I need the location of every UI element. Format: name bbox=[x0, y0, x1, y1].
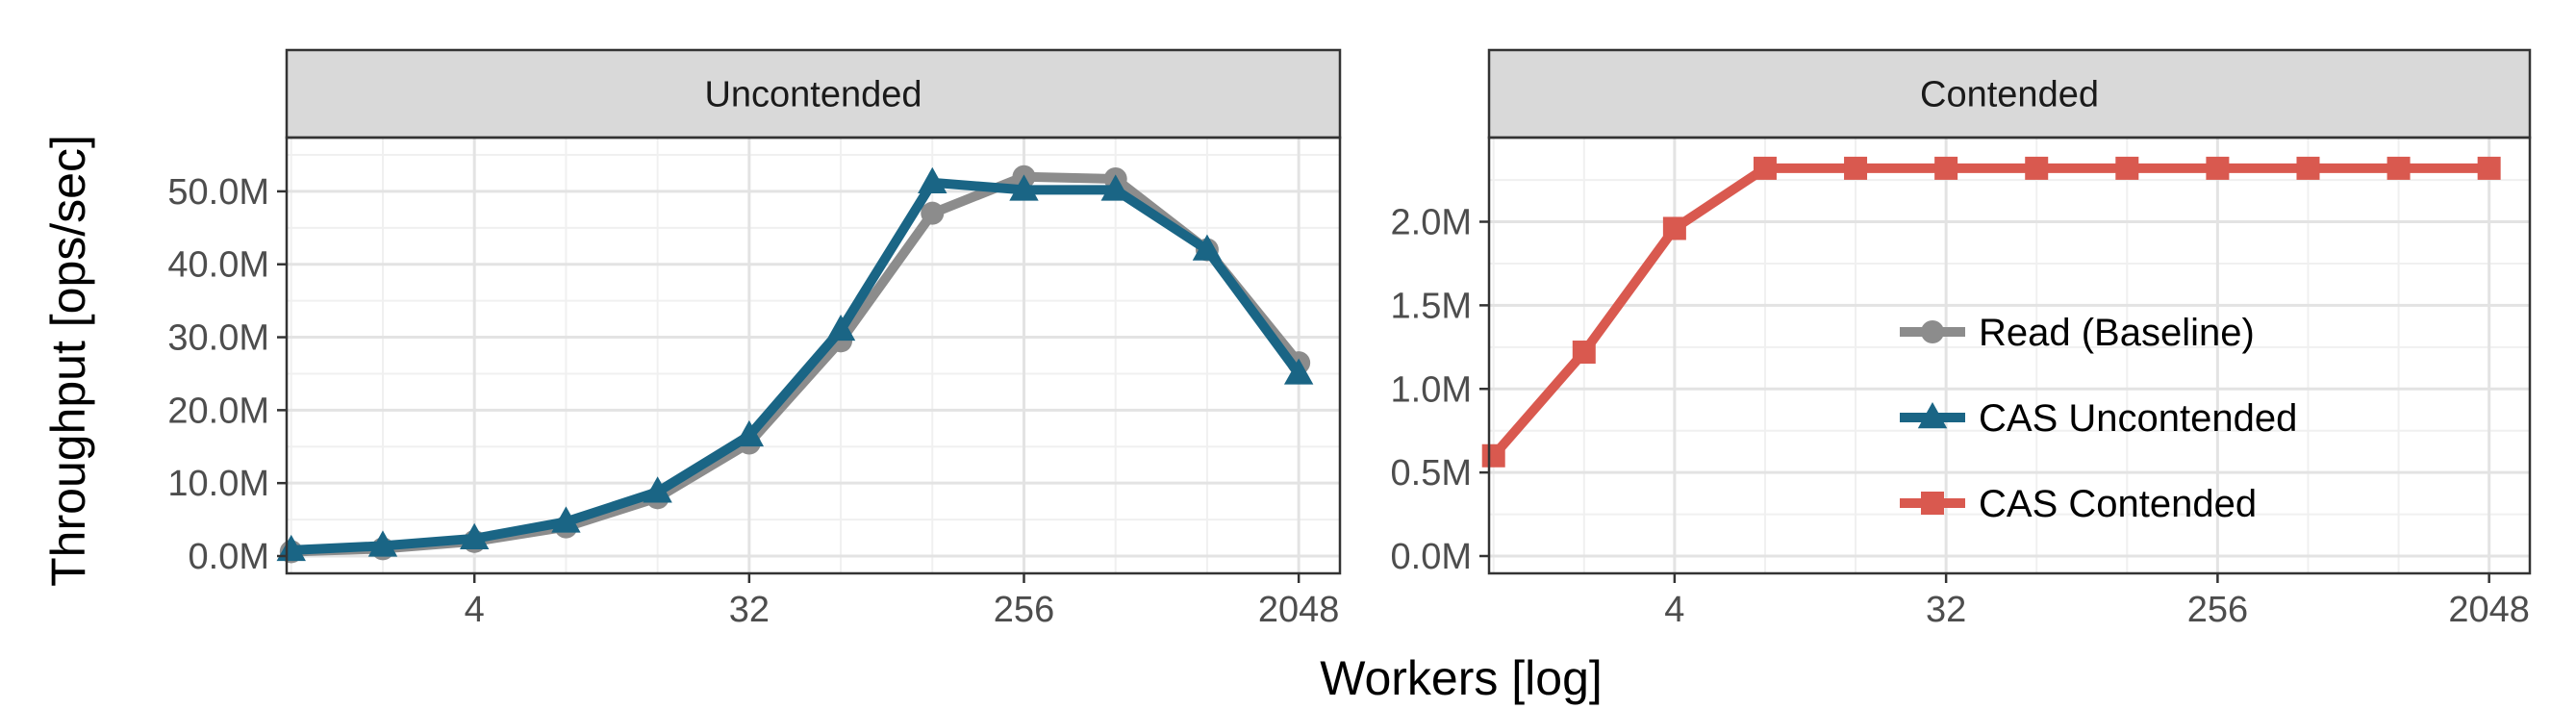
data-point bbox=[1844, 156, 1868, 180]
panel-uncontended: Uncontended 0.0M 10.0M 20.0M 30.0M 40.0M 50.0M… bbox=[167, 48, 1342, 630]
x-tick-label: 32 bbox=[729, 590, 770, 630]
y-tick-label: 20.0M bbox=[167, 391, 269, 431]
data-point bbox=[1934, 156, 1958, 180]
data-point bbox=[1192, 234, 1223, 261]
data-point bbox=[2296, 156, 2320, 180]
legend-key-marker bbox=[1917, 402, 1948, 429]
data-point bbox=[367, 530, 398, 557]
legend-label: CAS Uncontended bbox=[1979, 397, 2297, 440]
data-point bbox=[643, 476, 672, 503]
data-point bbox=[2025, 156, 2049, 180]
y-tick-label: 40.0M bbox=[167, 245, 269, 286]
legend: Read (Baseline) CAS Uncontended CAS Conten… bbox=[1900, 312, 2297, 525]
y-tick-label: 50.0M bbox=[167, 172, 269, 213]
x-tick-label: 256 bbox=[994, 590, 1054, 630]
data-point bbox=[2387, 156, 2411, 180]
y-tick-label: 0.0M bbox=[1391, 537, 1472, 577]
data-point bbox=[1009, 174, 1039, 201]
legend-label: CAS Contended bbox=[1979, 483, 2257, 525]
facet-title: Contended bbox=[1920, 75, 2099, 115]
plot-background bbox=[1489, 138, 2530, 573]
y-tick-label: 1.5M bbox=[1391, 286, 1472, 326]
y-tick-label: 0.0M bbox=[189, 537, 269, 577]
data-point bbox=[1283, 358, 1314, 385]
data-point bbox=[459, 522, 490, 550]
y-tick-label: 2.0M bbox=[1391, 203, 1472, 243]
plot-border bbox=[285, 136, 1342, 575]
data-point bbox=[2115, 156, 2139, 180]
data-point bbox=[1753, 156, 1777, 180]
x-tick-label: 32 bbox=[1926, 590, 1966, 630]
facet-title: Uncontended bbox=[704, 75, 922, 115]
plot-border bbox=[1487, 136, 2532, 575]
x-tick-label: 2048 bbox=[2448, 590, 2530, 630]
data-point bbox=[276, 534, 306, 562]
x-tick-label: 256 bbox=[2187, 590, 2248, 630]
facet-strip bbox=[1487, 48, 2532, 139]
y-tick-label: 1.0M bbox=[1391, 369, 1472, 410]
x-tick-label: 4 bbox=[465, 590, 485, 630]
data-point bbox=[2477, 156, 2501, 180]
legend-label: Read (Baseline) bbox=[1979, 312, 2255, 354]
data-point bbox=[2206, 156, 2230, 180]
series-line bbox=[286, 177, 1304, 555]
data-point bbox=[1100, 174, 1130, 201]
data-point bbox=[921, 201, 945, 225]
data-point bbox=[1481, 443, 1505, 468]
facet-strip bbox=[285, 48, 1342, 139]
panel-contended: Contended 0.0M 0.5M 1.0M 1.5M 2.0M 4 32 256 2048 bbox=[1391, 48, 2532, 630]
data-point bbox=[918, 166, 947, 194]
legend-key-marker bbox=[1921, 492, 1944, 515]
data-point bbox=[551, 506, 581, 533]
y-tick-label: 0.5M bbox=[1391, 453, 1472, 494]
y-axis-title: Throughput [ops/sec] bbox=[41, 135, 95, 587]
data-point bbox=[734, 419, 765, 447]
data-point bbox=[825, 314, 856, 342]
y-tick-label: 10.0M bbox=[167, 464, 269, 504]
y-tick-label: 30.0M bbox=[167, 318, 269, 359]
data-point bbox=[1662, 216, 1686, 241]
data-point bbox=[1572, 341, 1596, 365]
x-tick-label: 4 bbox=[1664, 590, 1684, 630]
x-tick-label: 2048 bbox=[1258, 590, 1340, 630]
x-axis-title: Workers [log] bbox=[1320, 651, 1603, 705]
series-line bbox=[1488, 163, 2494, 461]
legend-key-marker bbox=[1921, 320, 1944, 343]
